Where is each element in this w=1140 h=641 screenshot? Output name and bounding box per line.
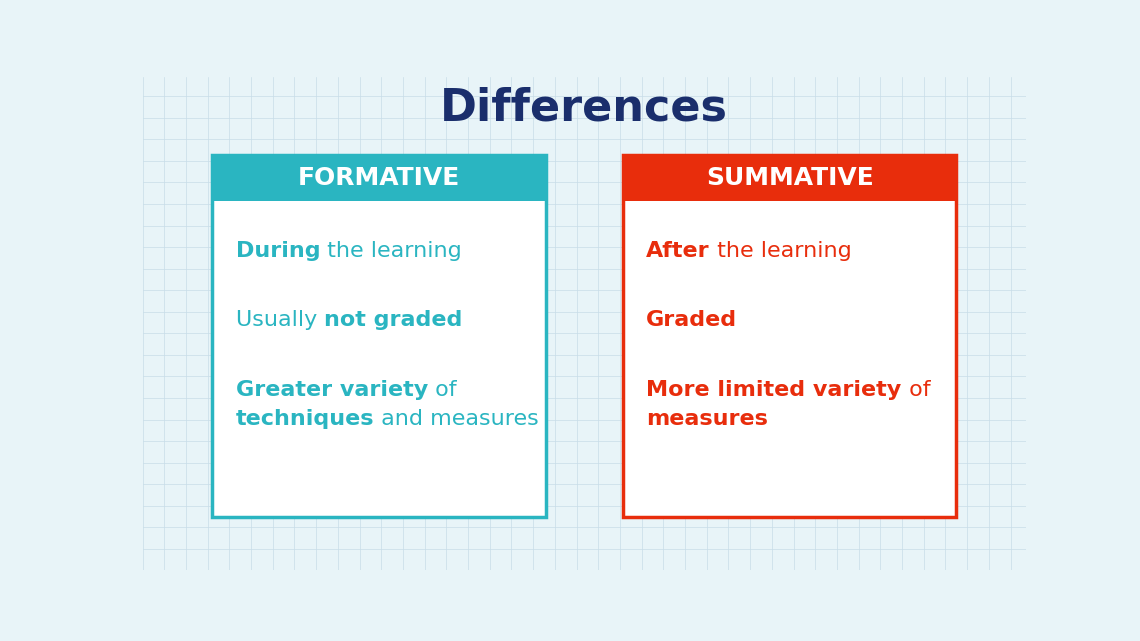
Text: More limited variety: More limited variety [646,379,902,399]
FancyBboxPatch shape [212,201,546,517]
Text: of: of [902,379,930,399]
Text: Graded: Graded [646,310,738,330]
FancyBboxPatch shape [212,154,546,201]
Text: FORMATIVE: FORMATIVE [298,166,461,190]
Text: techniques: techniques [236,409,374,429]
Text: Differences: Differences [440,87,728,130]
Text: After: After [646,241,710,261]
Text: During: During [236,241,320,261]
Text: Greater variety: Greater variety [236,379,428,399]
FancyBboxPatch shape [622,201,956,517]
Text: Usually: Usually [236,310,324,330]
Text: measures: measures [646,409,768,429]
Text: the learning: the learning [710,241,852,261]
Text: the learning: the learning [320,241,462,261]
FancyBboxPatch shape [622,154,956,201]
Text: and measures: and measures [374,409,539,429]
Text: SUMMATIVE: SUMMATIVE [706,166,873,190]
Text: not graded: not graded [324,310,462,330]
Text: of: of [428,379,456,399]
